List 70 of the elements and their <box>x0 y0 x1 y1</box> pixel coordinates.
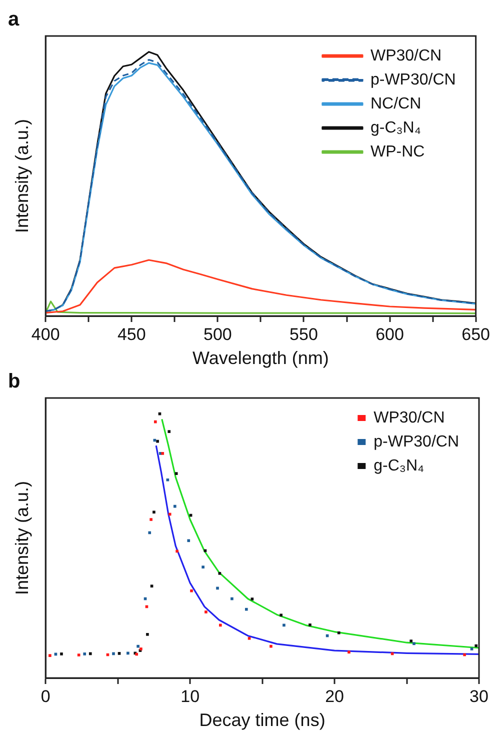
point <box>187 539 190 542</box>
point <box>410 640 413 642</box>
point <box>126 652 130 655</box>
point <box>152 510 156 514</box>
x-tick-label: 20 <box>325 686 344 706</box>
point <box>48 654 52 657</box>
x-tick-label: 0 <box>40 686 50 706</box>
point <box>173 504 176 508</box>
y-axis-title: Intensity (a.u.) <box>12 118 32 234</box>
point <box>166 478 170 482</box>
point <box>463 653 466 656</box>
point <box>136 644 140 648</box>
point <box>174 472 178 475</box>
point <box>202 566 204 568</box>
point <box>112 652 115 656</box>
point <box>348 650 350 654</box>
chart-title: a <box>8 8 20 31</box>
x-tick-label: 30 <box>470 686 488 706</box>
point <box>190 589 193 592</box>
point <box>88 652 92 656</box>
x-tick-label: 500 <box>204 324 232 344</box>
point <box>118 652 121 655</box>
chart-title: b <box>8 370 20 393</box>
x-axis-title: Decay time (ns) <box>199 710 326 730</box>
point <box>250 598 254 600</box>
point <box>156 440 159 443</box>
point <box>150 518 152 521</box>
point <box>60 652 63 656</box>
legend-label: NC/CN <box>370 95 422 112</box>
point <box>146 633 149 636</box>
point <box>148 531 152 534</box>
point <box>154 420 157 424</box>
point <box>216 586 219 590</box>
point <box>230 597 234 600</box>
point <box>248 636 251 640</box>
x-tick-label: 550 <box>290 324 318 344</box>
point <box>176 550 178 553</box>
x-tick-label: 650 <box>462 324 490 344</box>
point <box>244 608 248 611</box>
point <box>474 644 478 648</box>
legend-label: g-C₃N₄ <box>370 119 421 136</box>
legend-label: p-WP30/CN <box>374 433 460 450</box>
point <box>280 614 282 617</box>
point <box>204 610 208 614</box>
legend-label: WP30/CN <box>370 47 442 64</box>
point <box>150 584 154 588</box>
point <box>282 624 286 627</box>
point <box>168 430 171 433</box>
point <box>337 631 340 634</box>
x-axis-title: Wavelength (nm) <box>192 348 329 368</box>
x-tick-label: 10 <box>180 686 200 706</box>
y-axis-title: Intensity (a.u.) <box>12 480 32 596</box>
point <box>218 624 222 627</box>
point <box>412 642 416 646</box>
legend-label: WP30/CN <box>374 409 445 426</box>
x-tick-label: 600 <box>376 324 404 344</box>
point <box>470 648 474 650</box>
point <box>168 512 172 516</box>
x-tick-label: 400 <box>31 324 60 344</box>
legend-label: g-C₃N₄ <box>374 457 424 474</box>
legend-label: p-WP30/CN <box>370 71 456 88</box>
x-tick-label: 450 <box>117 324 146 344</box>
point <box>308 623 312 626</box>
point <box>158 412 162 416</box>
point <box>270 644 272 648</box>
legend-label: WP-NC <box>370 143 425 160</box>
point <box>161 452 164 455</box>
point <box>83 652 86 656</box>
point <box>218 572 222 575</box>
point <box>77 654 80 656</box>
